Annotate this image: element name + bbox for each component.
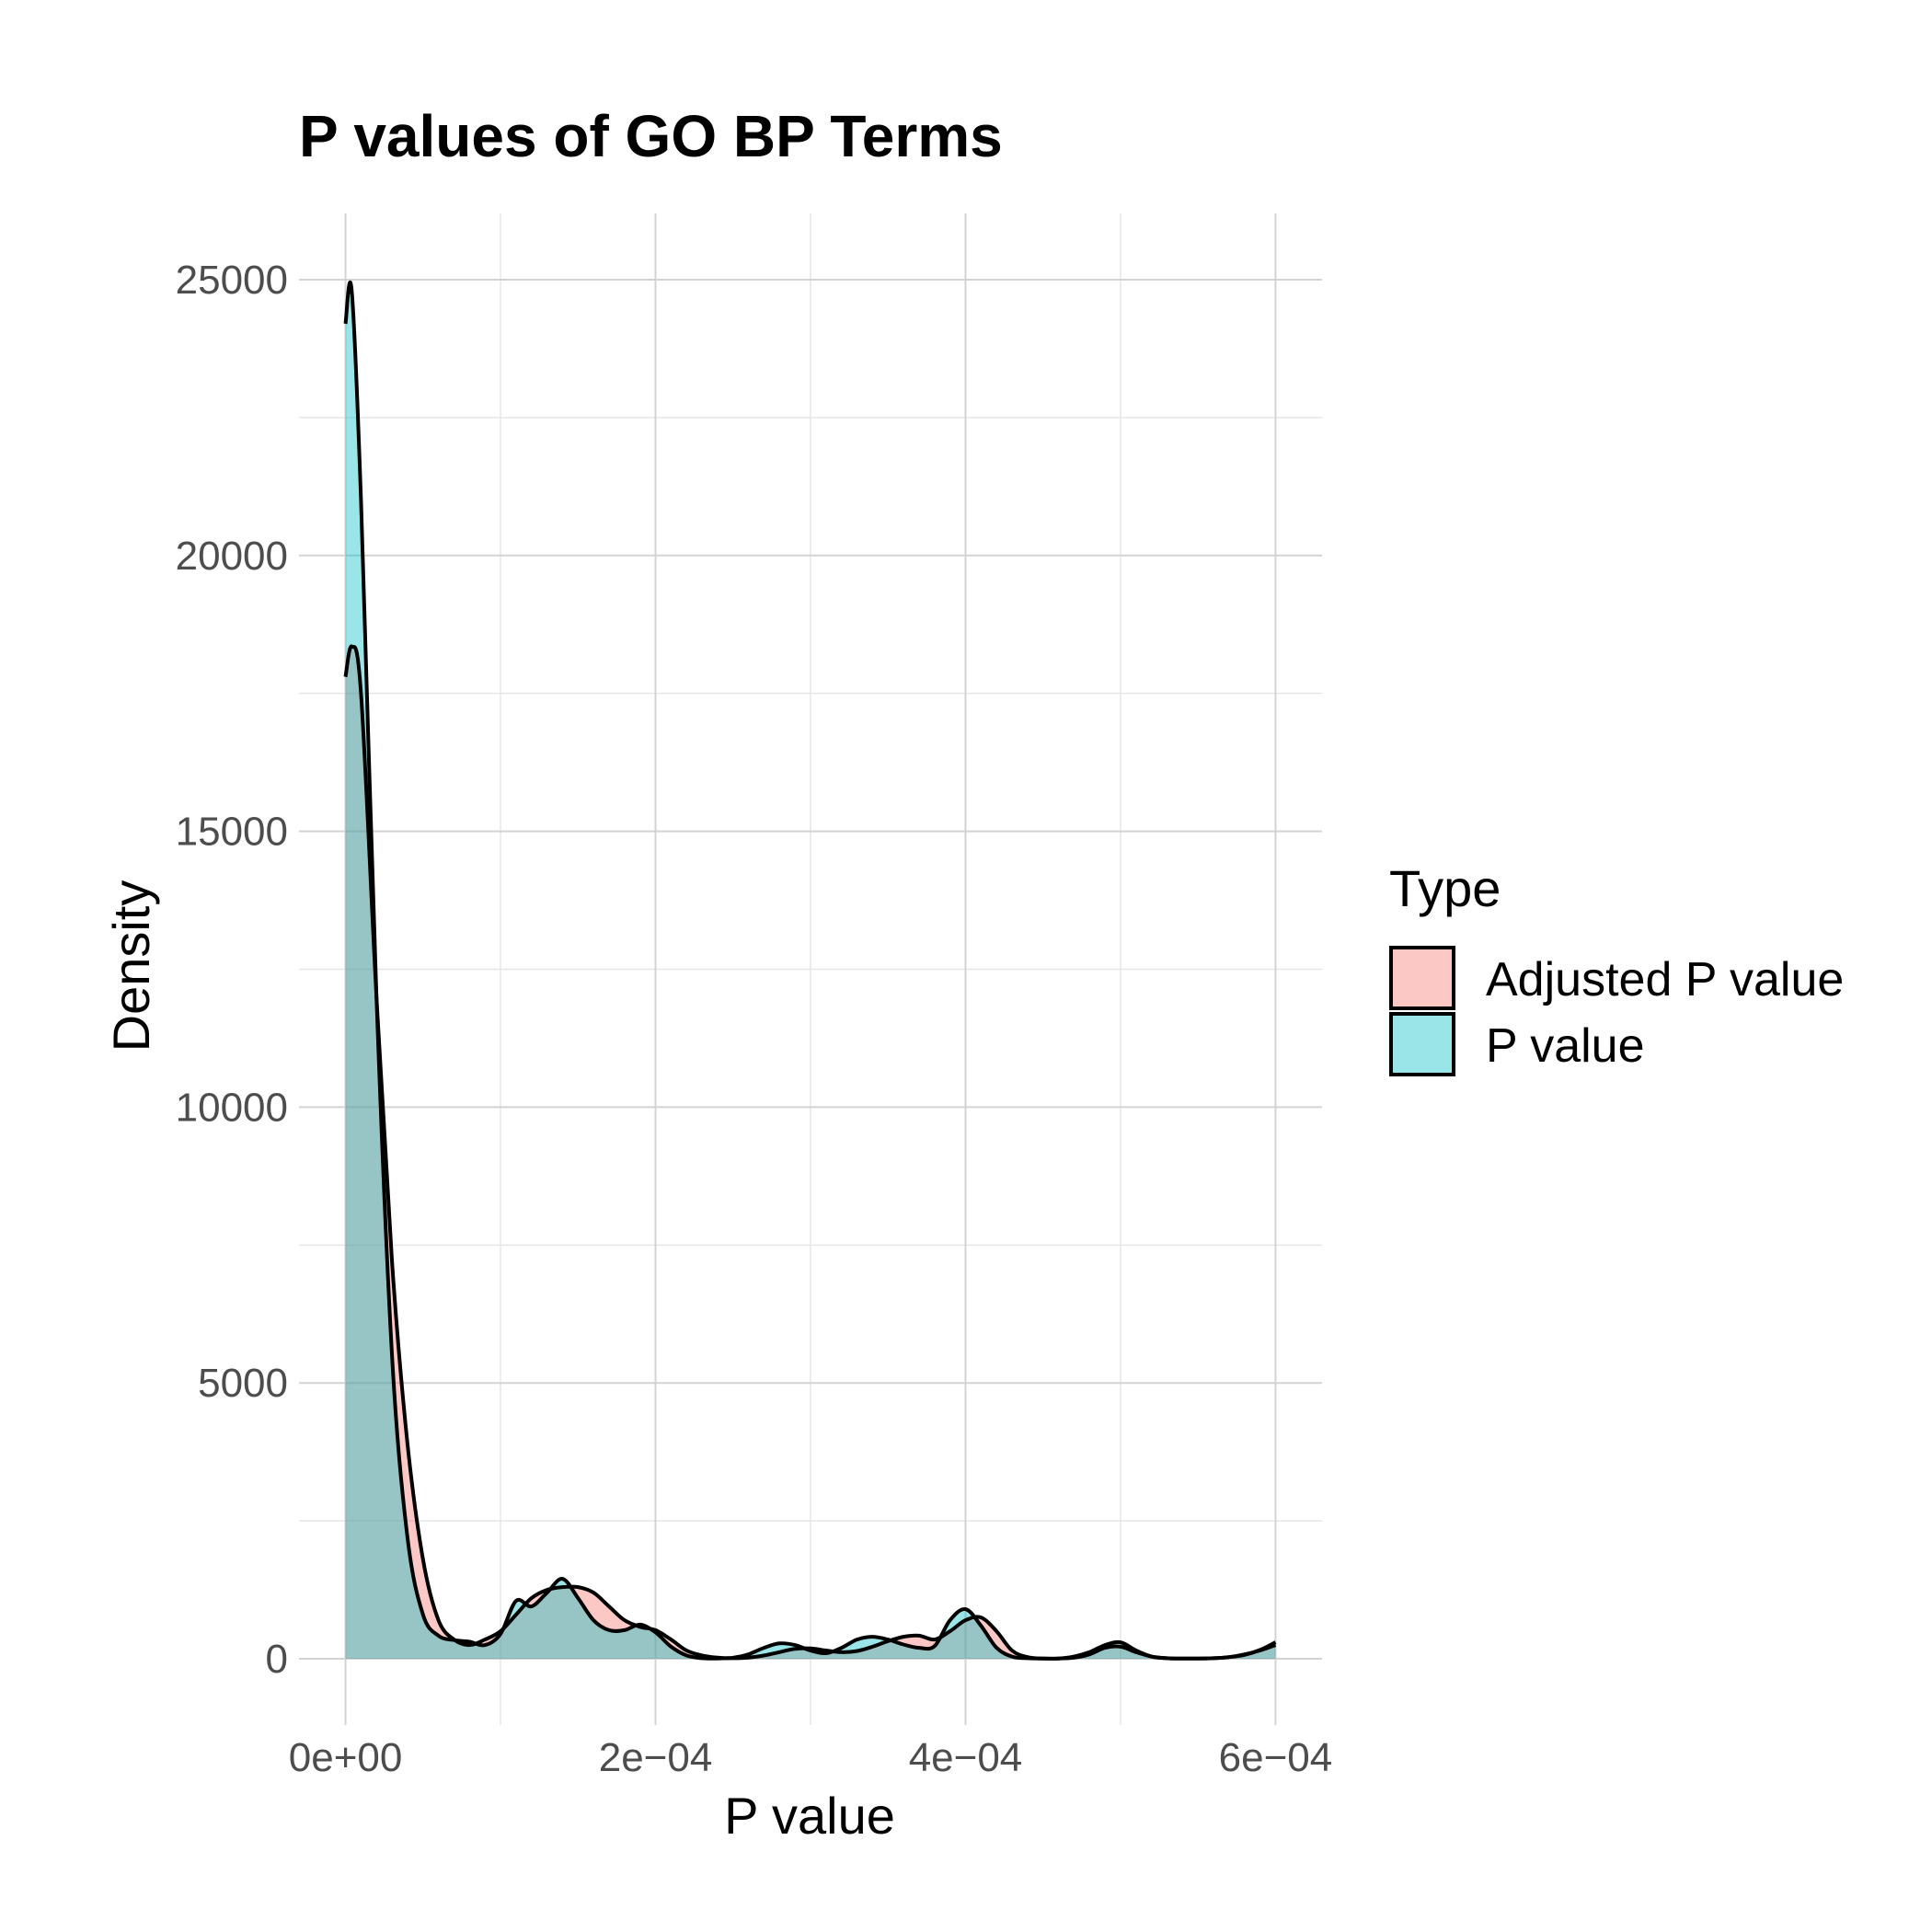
- x-axis-title: P value: [724, 1787, 895, 1845]
- legend-key-swatch: [1389, 946, 1455, 1010]
- legend-label: P value: [1486, 1019, 1645, 1073]
- y-tick-label: 5000: [198, 1361, 288, 1406]
- legend-title: Type: [1389, 859, 1501, 917]
- density-line-series-1: [343, 644, 1277, 1661]
- legend-key-background: [1391, 1014, 1454, 1075]
- x-tick-label: 6e−04: [1219, 1735, 1333, 1780]
- y-tick-label: 20000: [176, 534, 288, 579]
- legend: Type Adjusted P value P value: [1389, 859, 1844, 1076]
- grid: [299, 213, 1322, 1725]
- x-tick-label: 0e+00: [289, 1735, 403, 1780]
- y-tick-label: 0: [266, 1637, 288, 1682]
- legend-label: Adjusted P value: [1486, 953, 1844, 1006]
- y-tick-label: 25000: [176, 258, 288, 303]
- density-line-series-2: [343, 280, 1277, 1661]
- y-axis-ticks: 0 5000 10000 15000 20000 25000: [176, 258, 288, 1682]
- chart-title: P values of GO BP Terms: [299, 103, 1003, 169]
- y-tick-label: 15000: [176, 810, 288, 855]
- y-tick-label: 10000: [176, 1085, 288, 1130]
- density-lines: [343, 280, 1277, 1661]
- x-axis-ticks: 0e+00 2e−04 4e−04 6e−04: [289, 1735, 1332, 1780]
- x-tick-label: 4e−04: [909, 1735, 1023, 1780]
- x-tick-label: 2e−04: [599, 1735, 713, 1780]
- legend-key-background: [1391, 948, 1454, 1008]
- legend-key-swatch: [1389, 1012, 1455, 1076]
- legend-items: Adjusted P value P value: [1389, 946, 1844, 1076]
- y-axis-title: Density: [102, 880, 160, 1052]
